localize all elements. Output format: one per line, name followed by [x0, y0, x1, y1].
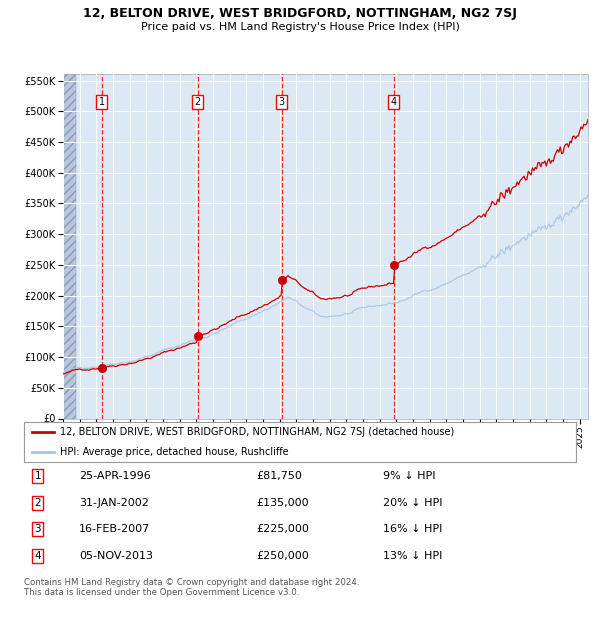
- Text: £81,750: £81,750: [256, 471, 302, 481]
- Text: 16-FEB-2007: 16-FEB-2007: [79, 524, 151, 534]
- Text: HPI: Average price, detached house, Rushcliffe: HPI: Average price, detached house, Rush…: [60, 447, 289, 457]
- Text: £250,000: £250,000: [256, 551, 308, 561]
- Text: Contains HM Land Registry data © Crown copyright and database right 2024.
This d: Contains HM Land Registry data © Crown c…: [24, 578, 359, 597]
- Text: 2: 2: [34, 498, 41, 508]
- Text: 1: 1: [34, 471, 41, 481]
- Text: 3: 3: [34, 524, 41, 534]
- Text: 3: 3: [279, 97, 285, 107]
- Text: 9% ↓ HPI: 9% ↓ HPI: [383, 471, 436, 481]
- Bar: [63, 74, 76, 418]
- Text: 16% ↓ HPI: 16% ↓ HPI: [383, 524, 442, 534]
- Text: 25-APR-1996: 25-APR-1996: [79, 471, 151, 481]
- Text: 13% ↓ HPI: 13% ↓ HPI: [383, 551, 442, 561]
- FancyBboxPatch shape: [24, 422, 576, 462]
- Text: 05-NOV-2013: 05-NOV-2013: [79, 551, 153, 561]
- Text: 20% ↓ HPI: 20% ↓ HPI: [383, 498, 442, 508]
- Text: 31-JAN-2002: 31-JAN-2002: [79, 498, 149, 508]
- Text: 1: 1: [98, 97, 105, 107]
- Text: 12, BELTON DRIVE, WEST BRIDGFORD, NOTTINGHAM, NG2 7SJ (detached house): 12, BELTON DRIVE, WEST BRIDGFORD, NOTTIN…: [60, 427, 454, 438]
- Text: 4: 4: [34, 551, 41, 561]
- Text: Price paid vs. HM Land Registry's House Price Index (HPI): Price paid vs. HM Land Registry's House …: [140, 22, 460, 32]
- Text: £135,000: £135,000: [256, 498, 308, 508]
- Text: 2: 2: [194, 97, 201, 107]
- Text: £225,000: £225,000: [256, 524, 309, 534]
- Bar: [63, 74, 76, 418]
- Text: 12, BELTON DRIVE, WEST BRIDGFORD, NOTTINGHAM, NG2 7SJ: 12, BELTON DRIVE, WEST BRIDGFORD, NOTTIN…: [83, 7, 517, 20]
- Text: 4: 4: [391, 97, 397, 107]
